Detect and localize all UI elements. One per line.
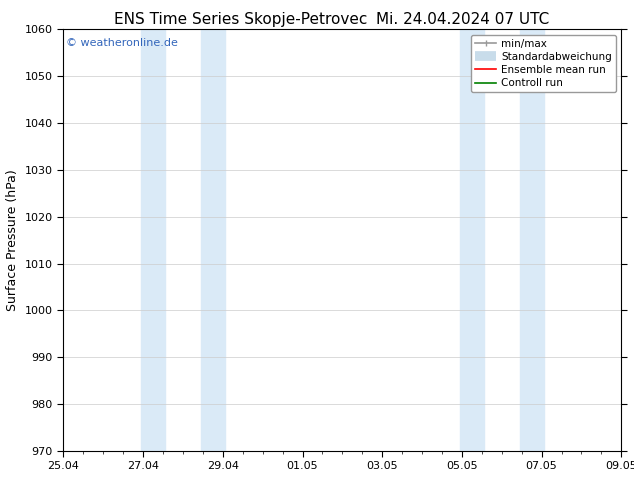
Text: © weatheronline.de: © weatheronline.de (66, 38, 178, 48)
Legend: min/max, Standardabweichung, Ensemble mean run, Controll run: min/max, Standardabweichung, Ensemble me… (471, 35, 616, 92)
Text: ENS Time Series Skopje-Petrovec: ENS Time Series Skopje-Petrovec (114, 12, 368, 27)
Text: Mi. 24.04.2024 07 UTC: Mi. 24.04.2024 07 UTC (376, 12, 550, 27)
Y-axis label: Surface Pressure (hPa): Surface Pressure (hPa) (6, 169, 19, 311)
Bar (201, 29, 225, 451)
Bar (141, 29, 165, 451)
Bar (520, 29, 543, 451)
Bar (460, 29, 484, 451)
